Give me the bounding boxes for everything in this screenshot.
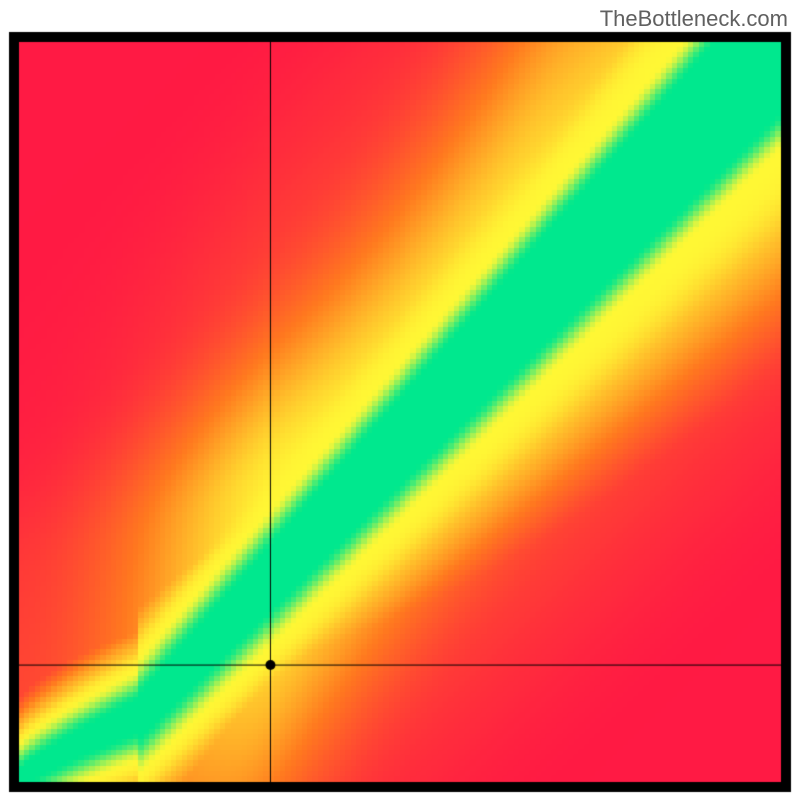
watermark-text: TheBottleneck.com [600,6,788,32]
heatmap-canvas [0,0,800,800]
